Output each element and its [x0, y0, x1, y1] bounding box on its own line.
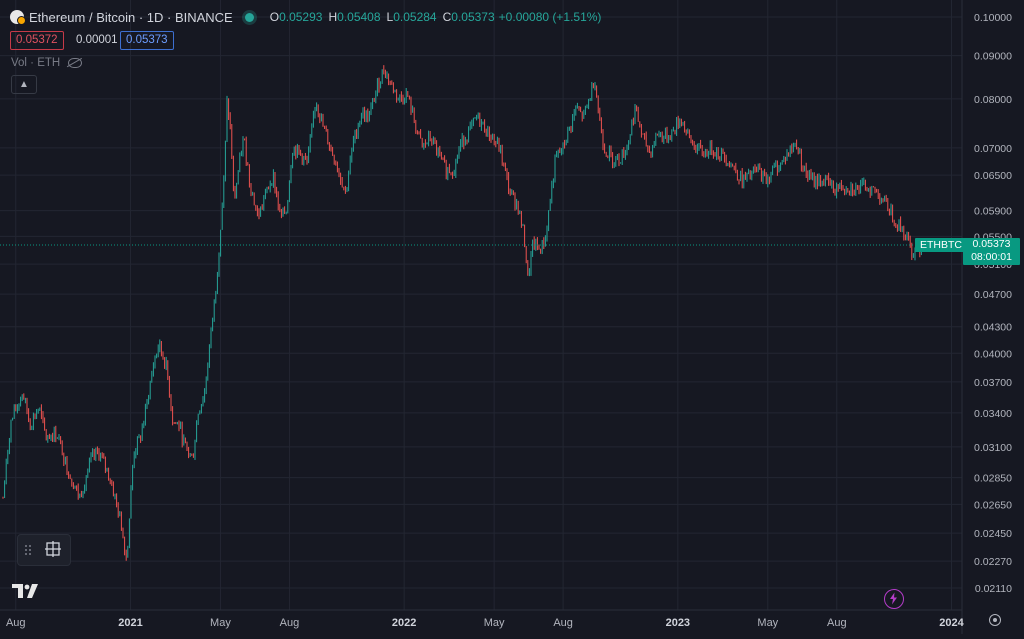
time-tick-label: Aug: [280, 617, 300, 629]
price-tick-label: 0.04300: [974, 322, 1012, 334]
time-tick-label: 2021: [118, 617, 142, 629]
low-label: L: [386, 10, 394, 24]
chevron-up-icon: ▲: [19, 79, 29, 90]
time-tick-label: Aug: [553, 617, 573, 629]
price-tick-label: 0.02650: [974, 499, 1012, 511]
eye-hidden-icon[interactable]: [68, 58, 83, 68]
price-tick-label: 0.03700: [974, 377, 1012, 389]
time-tick-label: May: [757, 617, 778, 629]
close-value: 0.05373: [451, 10, 495, 24]
time-tick-label: 2022: [392, 617, 416, 629]
live-status-icon: [244, 12, 254, 22]
price-tick-label: 0.06500: [974, 170, 1012, 182]
price-tick-label: 0.10000: [974, 12, 1012, 24]
last-price-value: 0.05373: [972, 237, 1011, 250]
last-price-label: 0.05373 08:00:01: [963, 237, 1020, 265]
volume-legend[interactable]: Vol · ETH: [11, 57, 83, 69]
time-tick-label: May: [484, 617, 505, 629]
bar-countdown: 08:00:01: [971, 250, 1012, 263]
drawing-toolbar: [17, 534, 71, 566]
lightning-icon[interactable]: [884, 589, 904, 609]
volume-label: Vol · ETH: [11, 57, 61, 69]
price-tick-label: 0.03400: [974, 408, 1012, 420]
price-tick-label: 0.03100: [974, 442, 1012, 454]
spread-value: 0.00001: [76, 34, 118, 46]
price-tick-label: 0.09000: [974, 51, 1012, 63]
time-tick-label: Aug: [827, 617, 847, 629]
price-tick-label: 0.04700: [974, 289, 1012, 301]
close-label: C: [442, 10, 452, 24]
settings-gear-icon[interactable]: [989, 614, 1001, 626]
symbol-price-tag: ETHBTC: [915, 237, 967, 252]
measure-tool-icon[interactable]: [44, 540, 62, 558]
price-tick-label: 0.04000: [974, 348, 1012, 360]
price-tick-label: 0.02450: [974, 528, 1012, 540]
price-tick-label: 0.05900: [974, 206, 1012, 218]
grid: [0, 0, 963, 634]
price-series: [2, 65, 922, 561]
time-tick-label: 2023: [666, 617, 690, 629]
sell-price-button[interactable]: 0.05372: [10, 31, 64, 50]
price-axis: 0.10000 0.09000 0.08000 0.07000 0.06500 0.059…: [974, 12, 1012, 595]
symbol-icon[interactable]: [10, 10, 26, 25]
open-label: O: [269, 10, 280, 24]
change-value: +0.00080 (+1.51%): [498, 10, 602, 24]
drag-handle-icon[interactable]: [24, 544, 32, 556]
low-value: 0.05284: [393, 10, 437, 24]
time-tick-label: May: [210, 617, 231, 629]
time-tick-label: Aug: [6, 617, 26, 629]
price-tick-label: 0.07000: [974, 143, 1012, 155]
collapse-legend-button[interactable]: ▲: [11, 75, 37, 94]
price-tick-label: 0.02110: [975, 583, 1012, 595]
symbol-legend: Ethereum / Bitcoin · 1D · BINANCE O 0.052…: [10, 8, 601, 26]
price-tick-label: 0.02270: [974, 556, 1012, 568]
high-value: 0.05408: [337, 10, 381, 24]
buy-price-button[interactable]: 0.05373: [120, 31, 174, 50]
time-tick-label: 2024: [939, 617, 964, 629]
high-label: H: [328, 10, 338, 24]
time-axis: Aug 2021 May Aug 2022 May Aug 2023 May Aug 2024: [6, 617, 965, 629]
tradingview-logo-icon[interactable]: [12, 583, 40, 599]
price-tick-label: 0.08000: [974, 94, 1012, 106]
open-value: 0.05293: [279, 10, 323, 24]
lightning-glyph: [890, 592, 897, 605]
symbol-title[interactable]: Ethereum / Bitcoin · 1D · BINANCE: [29, 9, 233, 25]
price-tick-label: 0.02850: [974, 473, 1012, 485]
